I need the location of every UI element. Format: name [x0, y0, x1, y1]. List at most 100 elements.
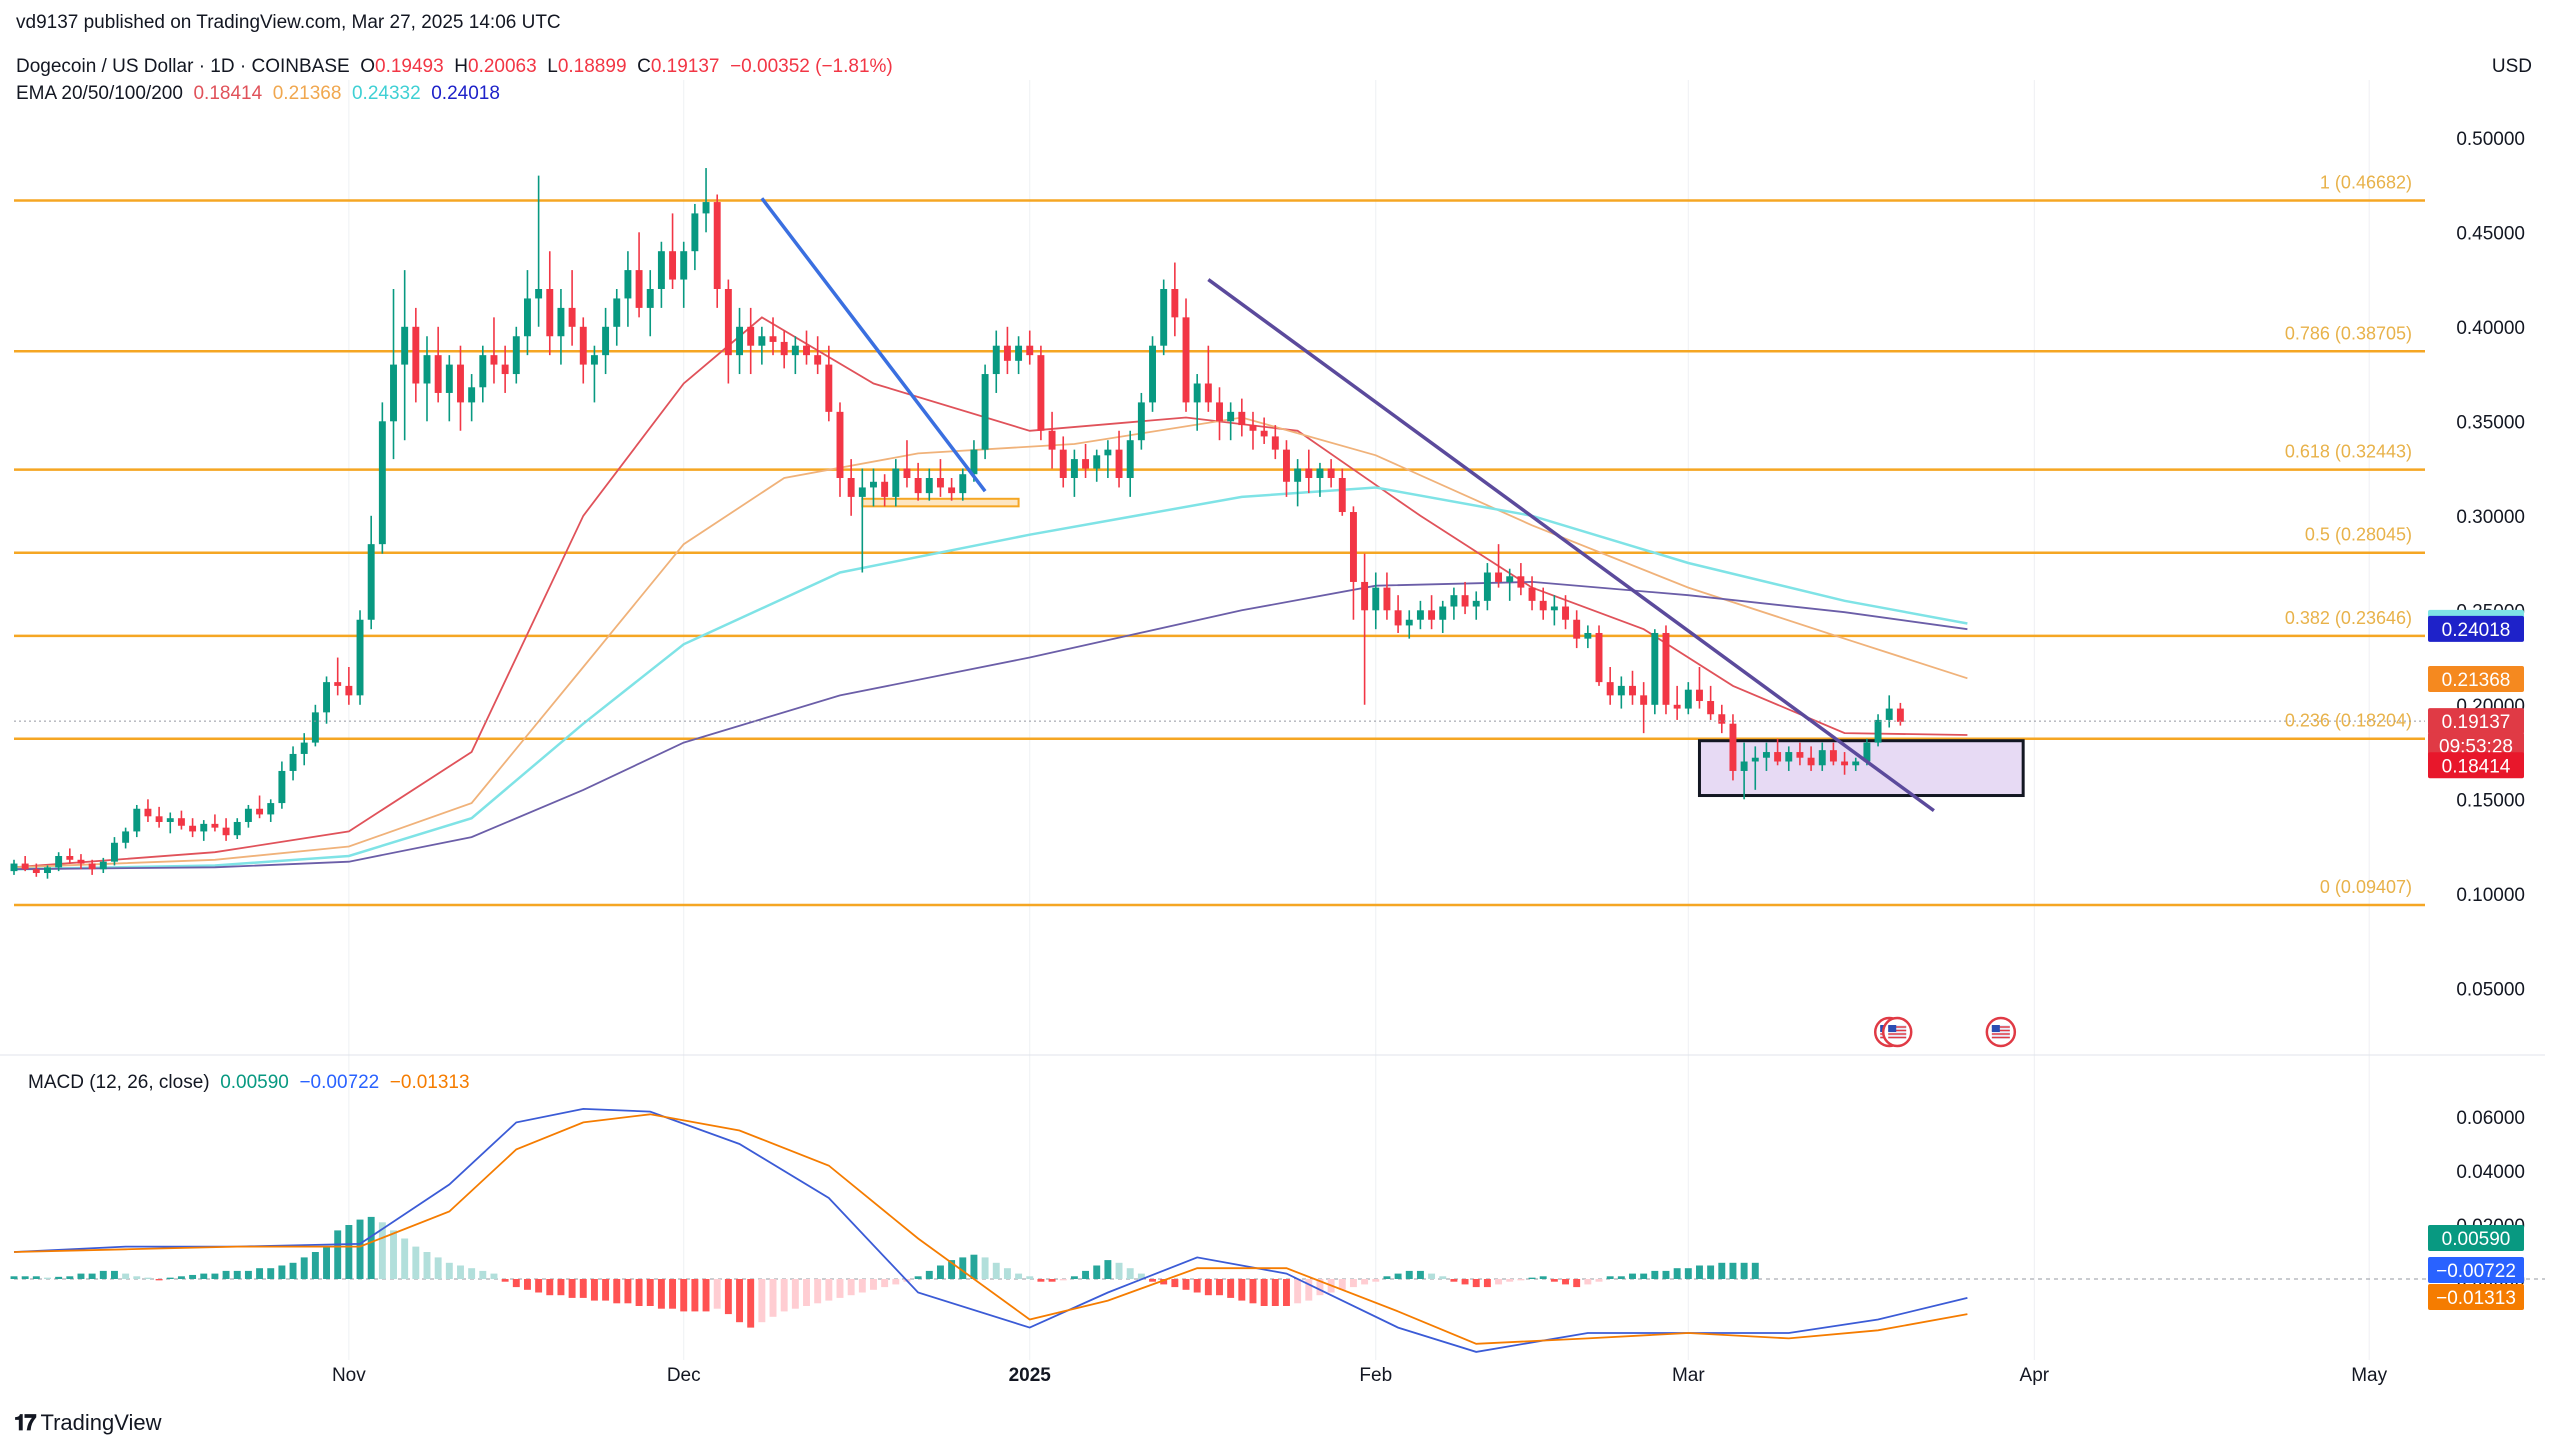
candle: [680, 241, 688, 308]
tradingview-logo[interactable]: 𝟏𝟕 TradingView: [14, 1410, 162, 1436]
us-flag-icon: [1881, 1016, 1913, 1048]
candle: [1762, 742, 1770, 771]
macd-hist-bar: [501, 1279, 509, 1282]
published-by: vd9137 published on TradingView.com, Mar…: [16, 12, 561, 33]
candle: [1796, 742, 1804, 766]
macd-hist-bar: [825, 1279, 833, 1301]
candle: [747, 307, 755, 375]
macd-hist-bar: [1707, 1265, 1715, 1279]
candle: [1718, 704, 1726, 734]
candle: [501, 345, 509, 393]
candle-body: [244, 808, 252, 822]
candle: [144, 799, 152, 822]
candle: [1249, 411, 1257, 450]
macd-signal-value: −0.01313: [389, 1072, 470, 1093]
candle-body: [1818, 750, 1826, 766]
candles[interactable]: [10, 168, 1904, 879]
macd-hist-bar: [1338, 1279, 1346, 1290]
candle: [1461, 581, 1469, 615]
candle-body: [32, 869, 40, 874]
ema100-value: 0.24332: [351, 83, 421, 104]
macd-hist-bar: [948, 1260, 956, 1279]
candle-body: [1294, 468, 1302, 482]
candle-body: [155, 816, 163, 822]
candle-body: [780, 341, 788, 356]
badge-text: −0.01313: [2436, 1288, 2516, 1309]
macd-hist-bar: [791, 1279, 799, 1309]
macd-hist-bar: [881, 1279, 889, 1288]
ema-lines: [13, 316, 1968, 871]
macd-hist-bar: [1026, 1276, 1034, 1279]
candle: [66, 848, 74, 864]
candle-body: [1439, 606, 1447, 620]
macd-hist-bar: [1662, 1270, 1670, 1279]
candle: [523, 270, 531, 356]
candle-body: [1885, 708, 1893, 720]
currency-label[interactable]: USD: [2491, 56, 2532, 77]
time-axis[interactable]: Nov Dec 2025 Feb Mar Apr May: [332, 1365, 2388, 1386]
candle-body: [468, 387, 476, 403]
candle: [1562, 595, 1569, 630]
candle: [457, 345, 464, 431]
macd-hist-bar: [1093, 1265, 1101, 1279]
macd-badge: 0.00590: [2428, 1225, 2524, 1251]
candle-body: [713, 202, 721, 289]
candle: [21, 856, 29, 872]
candle-body: [1383, 587, 1391, 611]
badge-text: 0.24018: [2442, 620, 2511, 641]
badge-bg: [2428, 665, 2524, 692]
macd-hist-bar: [155, 1279, 163, 1281]
candle-body: [1048, 430, 1056, 450]
ema-line-ema20: [13, 316, 1968, 869]
candle: [1316, 462, 1324, 497]
candle-body: [200, 823, 208, 832]
candle-body: [1227, 411, 1235, 422]
candle-body: [881, 481, 889, 497]
candle-body: [1394, 610, 1402, 626]
macd-axis[interactable]: 0.060000.040000.020000.000000.00590−0.00…: [2428, 1108, 2525, 1310]
macd-hist-bar: [1216, 1279, 1223, 1296]
candle-body: [1796, 752, 1804, 758]
candle-body: [870, 481, 877, 488]
candle-body: [936, 478, 944, 488]
macd-hist-bar: [1115, 1262, 1123, 1279]
candle: [1841, 752, 1849, 775]
time-tick: Mar: [1672, 1365, 1705, 1386]
events[interactable]: [1873, 1016, 2017, 1048]
candle-body: [1461, 595, 1469, 607]
candle-body: [1305, 468, 1313, 478]
macd-hist-bar: [1316, 1279, 1324, 1296]
symbol-legend[interactable]: Dogecoin / US Dollar · 1D · COINBASE O0.…: [16, 56, 893, 78]
macd-hist-bar: [1617, 1276, 1625, 1279]
ema-legend[interactable]: EMA 20/50/100/200 0.18414 0.21368 0.2433…: [16, 83, 500, 105]
candle: [1606, 667, 1614, 705]
macd-tick: 0.06000: [2456, 1108, 2525, 1129]
macd-legend[interactable]: MACD (12, 26, close) 0.00590 −0.00722 −0…: [28, 1072, 470, 1094]
macd-hist-bar: [1673, 1268, 1681, 1279]
candle: [1394, 595, 1402, 633]
macd-badge: −0.00722: [2428, 1257, 2524, 1283]
macd-hist-bar: [1015, 1273, 1023, 1279]
price-axis[interactable]: 0.500000.450000.400000.350000.300000.250…: [2456, 129, 2525, 1001]
candle-body: [1428, 610, 1436, 620]
candle-body: [21, 863, 29, 870]
candle: [557, 289, 565, 365]
candle: [423, 336, 431, 422]
grid: [0, 80, 2545, 1360]
macd-pane[interactable]: [10, 1107, 2545, 1353]
candle: [166, 812, 174, 834]
candle: [590, 345, 598, 403]
macd-hist-bar: [1003, 1268, 1011, 1279]
macd-hist-bar: [1372, 1279, 1380, 1282]
macd-hist-bar: [10, 1276, 18, 1279]
macd-line: [13, 1107, 1968, 1353]
macd-hist-bar: [702, 1279, 710, 1312]
flag-canton: [1888, 1025, 1897, 1032]
flag-canton: [1991, 1025, 2000, 1032]
candle-body: [535, 289, 543, 299]
candle-body: [457, 364, 464, 403]
price-tick: 0.05000: [2456, 979, 2525, 1000]
badge-bg: [2428, 708, 2524, 735]
macd-hist-bar: [1506, 1279, 1514, 1282]
